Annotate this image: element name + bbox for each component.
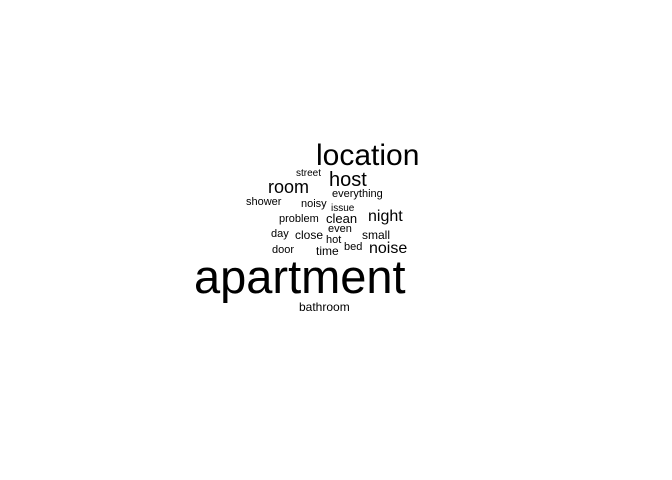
word-host: host: [329, 169, 367, 191]
word-close: close: [295, 228, 324, 242]
word-hot: hot: [326, 234, 342, 246]
word-street: street: [296, 168, 322, 179]
word-time: time: [316, 244, 339, 258]
word-even: even: [328, 223, 352, 235]
word-issue: issue: [331, 203, 355, 214]
word-day: day: [271, 228, 289, 240]
word-noise: noise: [369, 240, 408, 257]
word-small: small: [362, 228, 391, 242]
word-door: door: [272, 244, 295, 256]
word-apartment: apartment: [194, 250, 406, 303]
word-location: location: [316, 139, 420, 172]
word-night: night: [368, 208, 403, 225]
word-room: room: [268, 177, 310, 197]
word-everything: everything: [332, 188, 383, 200]
word-clean: clean: [326, 211, 358, 226]
word-noisy: noisy: [301, 198, 327, 210]
word-bathroom: bathroom: [299, 300, 350, 314]
word-shower: shower: [246, 196, 282, 208]
word-bed: bed: [344, 241, 363, 253]
word-problem: problem: [279, 213, 319, 225]
